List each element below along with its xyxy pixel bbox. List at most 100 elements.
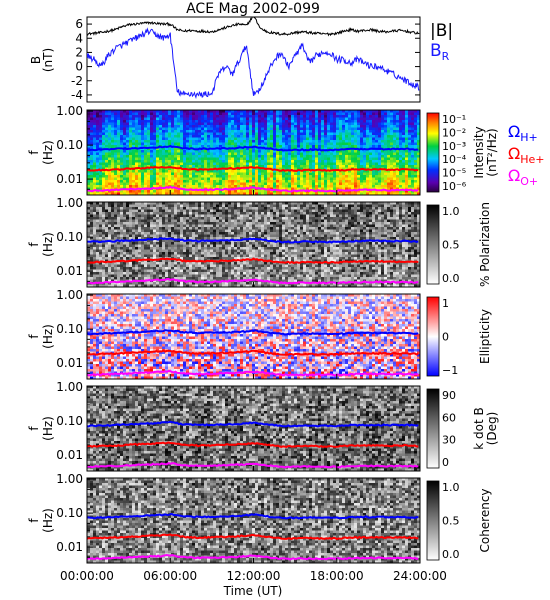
x-tick-label: 06:00:00 bbox=[143, 569, 197, 583]
x-tick-label: 24:00:00 bbox=[393, 569, 447, 583]
gyro-line-o bbox=[87, 369, 419, 377]
gyro-line-o bbox=[87, 553, 419, 561]
gyro-line-o bbox=[87, 185, 419, 193]
colorbar-intensity bbox=[426, 112, 440, 193]
colorbar-tick-label: 1.0 bbox=[442, 481, 460, 494]
colorbar-tick-label: 90 bbox=[442, 389, 456, 402]
colorbar-tick-label: 10⁻¹ bbox=[442, 113, 466, 126]
colorbar-tick-label: 30 bbox=[442, 434, 456, 447]
spectrogram-ellipticity bbox=[87, 294, 420, 379]
f-ytick-label: 0.01 bbox=[56, 172, 83, 186]
colorbar-tick-label: 10⁻² bbox=[442, 126, 466, 139]
colorbar-tick-label: 0 bbox=[442, 331, 449, 344]
x-tick-label: 00:00:00 bbox=[60, 569, 114, 583]
legend-omega-o: ΩO+ bbox=[508, 166, 538, 188]
panel-intensity: 1.00 0.10 0.01 f (Hz) 10⁻¹10⁻²10⁻³10⁻⁴10⁻⁵10⁻… bbox=[27, 104, 499, 196]
legend-b-r: BR bbox=[430, 41, 450, 63]
panel-ylabel: f bbox=[27, 150, 41, 155]
colorbar-tick-label: 1.0 bbox=[442, 205, 460, 218]
f-ytick-label: 0.10 bbox=[56, 138, 83, 152]
f-ytick-label: 0.10 bbox=[56, 322, 83, 336]
figure-title: ACE Mag 2002-099 bbox=[186, 1, 320, 17]
gyro-line-he bbox=[87, 533, 419, 541]
colorbar-polarization bbox=[426, 204, 440, 285]
gyro-line-h bbox=[87, 420, 419, 428]
panel-coherency: 1.00 0.10 0.01 f (Hz) 1.0 0.5 0.0 Coherency bbox=[27, 472, 492, 564]
spectrogram-intensity bbox=[87, 110, 420, 195]
f-ytick-label: 1.00 bbox=[56, 196, 83, 210]
f-ytick-label: 0.10 bbox=[56, 414, 83, 428]
x-tick-label: 18:00:00 bbox=[310, 569, 364, 583]
gyro-line-o bbox=[87, 277, 419, 285]
panel-yunits: (Hz) bbox=[41, 416, 55, 441]
panel-polarization: 1.00 0.10 0.01 f (Hz) 1.0 0.5 0.0 % Polarization bbox=[27, 196, 492, 288]
b-ytick-label: 4 bbox=[75, 31, 83, 45]
b-ytick-label: -4 bbox=[71, 88, 83, 102]
f-ytick-label: 0.01 bbox=[56, 540, 83, 554]
panel-ylabel: f bbox=[27, 334, 41, 339]
colorbar-tick-label: 1 bbox=[442, 297, 449, 310]
f-ytick-label: 0.01 bbox=[56, 448, 83, 462]
f-ytick-label: 0.01 bbox=[56, 356, 83, 370]
gyrofrequency-legend: ΩH+ΩHe+ΩO+ bbox=[508, 122, 545, 188]
gyro-line-h bbox=[87, 144, 419, 152]
panel-kdotb: 1.00 0.10 0.01 f (Hz) 90 60 30 0 k dot B (Deg) bbox=[27, 380, 499, 472]
b-ytick-label: 6 bbox=[75, 17, 83, 31]
f-ytick-label: 1.00 bbox=[56, 288, 83, 302]
colorbar-tick-label: 0 bbox=[442, 456, 449, 469]
colorbar-tick-label: 10⁻³ bbox=[442, 140, 466, 153]
f-ytick-label: 0.01 bbox=[56, 264, 83, 278]
colorbar-tick-label: 10⁻⁵ bbox=[442, 167, 466, 180]
legend-omega-h: ΩH+ bbox=[508, 122, 538, 144]
colorbar-label: (nT²/Hz) bbox=[485, 128, 499, 176]
gyro-line-he bbox=[87, 349, 419, 356]
f-ytick-label: 1.00 bbox=[56, 380, 83, 394]
colorbar-tick-label: 0.5 bbox=[442, 239, 460, 252]
f-ytick-label: 1.00 bbox=[56, 472, 83, 486]
colorbar-tick-label: 0.0 bbox=[442, 548, 460, 561]
gyro-line-he bbox=[87, 165, 419, 172]
x-axis-label: Time (UT) bbox=[223, 584, 283, 598]
panel-yunits: (Hz) bbox=[41, 140, 55, 165]
gyro-line-he bbox=[87, 441, 419, 448]
series-b-r-line bbox=[87, 27, 420, 99]
series-b-total-line bbox=[87, 17, 420, 37]
b-ytick-label: 2 bbox=[75, 45, 83, 59]
colorbar-tick-label: 10⁻⁴ bbox=[442, 153, 467, 166]
gyro-line-o bbox=[87, 461, 419, 469]
f-ytick-label: 0.10 bbox=[56, 506, 83, 520]
legend-b-total: |B| bbox=[430, 21, 453, 41]
x-axis: 00:00:00 06:00:00 12:00:00 18:00:00 24:00:00… bbox=[60, 569, 447, 598]
f-ytick-label: 0.10 bbox=[56, 230, 83, 244]
colorbar-label: Intensity bbox=[472, 126, 486, 178]
panel-ellipticity: 1.00 0.10 0.01 f (Hz) 1 0 −1 Ellipticity bbox=[27, 288, 492, 380]
panel-ylabel: f bbox=[27, 518, 41, 523]
spectrogram-polarization bbox=[87, 202, 420, 287]
panel-yunits: (Hz) bbox=[41, 508, 55, 533]
colorbar-tick-label: 10⁻⁶ bbox=[442, 180, 467, 193]
colorbar-ellipticity bbox=[426, 296, 440, 377]
spectrogram-coherency bbox=[87, 478, 420, 563]
gyro-line-h bbox=[87, 512, 419, 520]
colorbar-label: (Deg) bbox=[485, 412, 499, 446]
colorbar-kdotb bbox=[426, 388, 440, 469]
panel-yunits: (Hz) bbox=[41, 232, 55, 257]
b-ytick-label: 0 bbox=[75, 60, 83, 74]
panel-ylabel: f bbox=[27, 426, 41, 431]
gyro-line-he bbox=[87, 257, 419, 265]
gyro-line-h bbox=[87, 329, 419, 336]
panel-ylabel: f bbox=[27, 242, 41, 247]
gyro-line-h bbox=[87, 237, 419, 244]
colorbar-label: % Polarization bbox=[478, 202, 492, 287]
spectrogram-kdotb bbox=[87, 386, 420, 471]
colorbar-coherency bbox=[426, 480, 440, 561]
colorbar-tick-label: 0.5 bbox=[442, 515, 460, 528]
legend-omega-he: ΩHe+ bbox=[508, 144, 545, 166]
b-ytick-label: -2 bbox=[71, 74, 83, 88]
colorbar-label: Ellipticity bbox=[478, 309, 492, 364]
panel-b-ylabel: B bbox=[29, 56, 43, 64]
colorbar-tick-label: 60 bbox=[442, 411, 456, 424]
x-tick-label: 12:00:00 bbox=[227, 569, 281, 583]
